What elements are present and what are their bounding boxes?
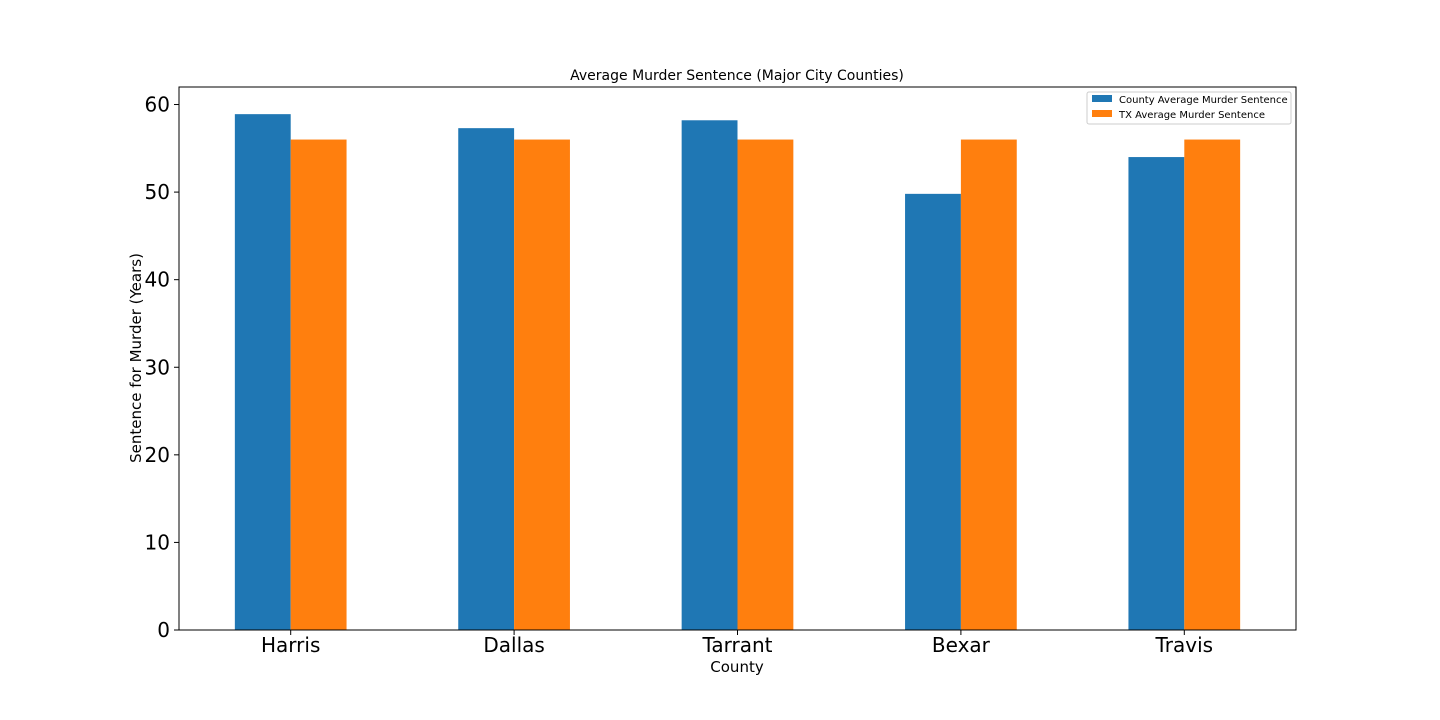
y-tick-label: 20	[145, 443, 170, 467]
legend-swatch-tx	[1092, 110, 1112, 117]
y-axis: 0 10 20 30 40 50 60	[145, 93, 179, 642]
y-tick-label: 40	[145, 268, 170, 292]
x-tick-label-harris: Harris	[261, 633, 320, 657]
bar-tx-harris	[290, 139, 347, 631]
bar-county-travis	[1128, 157, 1185, 630]
bar-tx-tarrant	[737, 139, 794, 631]
bars-layer	[234, 114, 1241, 631]
bar-county-tarrant	[681, 120, 738, 630]
x-axis: Harris Dallas Tarrant Bexar Travis	[261, 630, 1213, 657]
legend-swatch-county	[1092, 95, 1112, 102]
bar-tx-travis	[1184, 139, 1241, 631]
x-tick-label-bexar: Bexar	[932, 633, 991, 657]
x-tick-label-dallas: Dallas	[483, 633, 544, 657]
y-axis-label: Sentence for Murder (Years)	[127, 253, 145, 463]
x-tick-label-travis: Travis	[1155, 633, 1214, 657]
legend-label-tx: TX Average Murder Sentence	[1118, 110, 1265, 121]
y-tick-label: 50	[145, 180, 170, 204]
x-axis-label: County	[710, 658, 764, 676]
chart-title: Average Murder Sentence (Major City Coun…	[570, 68, 904, 84]
legend: County Average Murder Sentence TX Averag…	[1086, 91, 1292, 125]
legend-box	[1086, 91, 1292, 125]
y-tick-label: 0	[157, 618, 170, 642]
bar-tx-dallas	[514, 139, 570, 631]
y-tick-label: 10	[145, 530, 170, 554]
x-tick-label-tarrant: Tarrant	[701, 633, 772, 657]
bar-county-dallas	[458, 128, 515, 630]
bar-county-bexar	[905, 193, 961, 630]
bar-tx-bexar	[960, 139, 1017, 631]
y-tick-label: 30	[145, 355, 170, 379]
bar-county-harris	[234, 114, 291, 630]
y-tick-label: 60	[145, 93, 170, 117]
legend-label-county: County Average Murder Sentence	[1119, 95, 1288, 106]
